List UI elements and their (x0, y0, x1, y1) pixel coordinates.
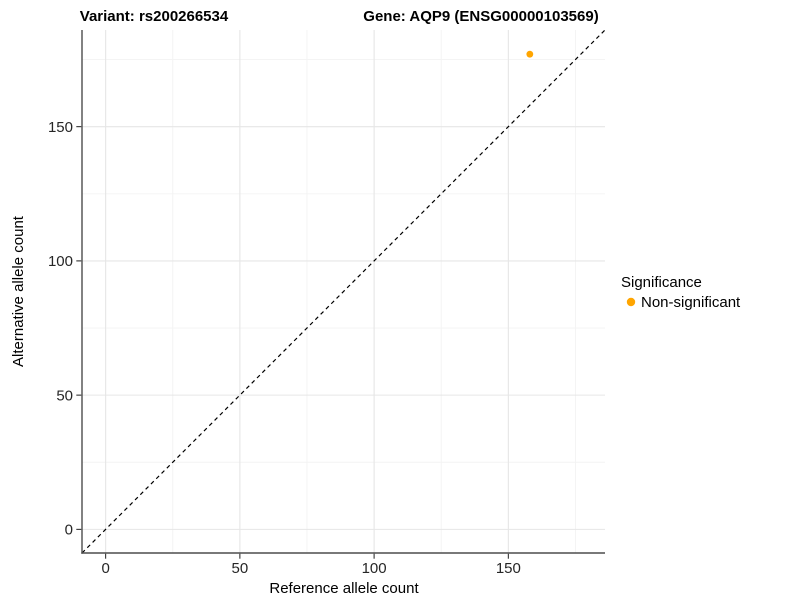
x-tick-label: 50 (232, 560, 249, 577)
variant-title: Variant: rs200266534 (80, 8, 229, 25)
legend-entry-label: Non-significant (641, 294, 741, 311)
x-tick-label: 0 (101, 560, 109, 577)
grid-minor-lines (82, 30, 605, 553)
plot-header: Variant: rs200266534 Gene: AQP9 (ENSG000… (80, 8, 599, 25)
y-tick-label: 100 (48, 253, 73, 270)
axes (81, 30, 605, 554)
x-tick-label: 150 (496, 560, 521, 577)
identity-line (81, 29, 606, 554)
data-point (526, 50, 534, 58)
y-tick-label: 0 (65, 522, 73, 539)
axis-ticks: 0 50 100 150 0 50 100 150 (48, 119, 521, 577)
grid-major-lines (82, 30, 605, 553)
x-axis-title: Reference allele count (269, 580, 419, 597)
y-axis-title: Alternative allele count (10, 215, 27, 367)
y-tick-label: 50 (56, 387, 73, 404)
legend-point-icon (626, 297, 636, 307)
gene-title: Gene: AQP9 (ENSG00000103569) (363, 8, 598, 25)
plot-marks (81, 29, 606, 554)
legend-title: Significance (621, 274, 702, 291)
legend: Significance Non-significant (621, 274, 741, 311)
x-tick-label: 100 (362, 560, 387, 577)
y-tick-label: 150 (48, 119, 73, 136)
